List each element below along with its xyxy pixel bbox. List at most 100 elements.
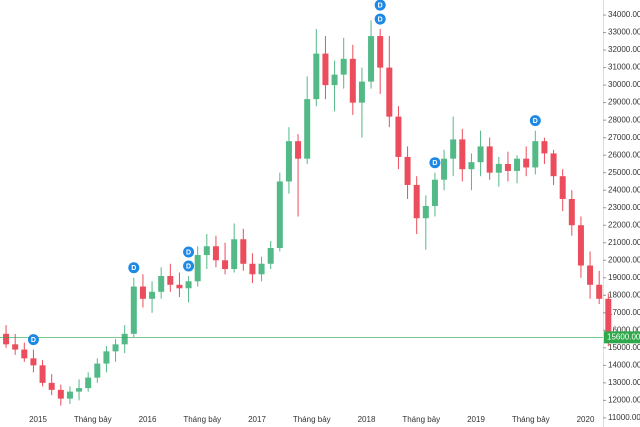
candle-body [149, 291, 156, 299]
candle-body [121, 333, 128, 345]
candle-body [559, 176, 566, 199]
dividend-marker [429, 157, 441, 169]
candle-body [313, 53, 320, 100]
x-tick-label: 2015 [29, 415, 47, 424]
candle-body [176, 284, 183, 289]
y-tick-label: 26000.00 [608, 150, 640, 159]
candle-body [12, 344, 19, 350]
candle-body [587, 265, 594, 285]
candle-body [295, 141, 302, 159]
dividend-label: D [186, 249, 191, 256]
candle-body [322, 53, 329, 86]
candle-body [568, 198, 575, 226]
candle-body [240, 239, 247, 264]
candle-body [523, 158, 530, 168]
candle-body [94, 363, 101, 378]
candle-body [577, 225, 584, 266]
candle-body [276, 181, 283, 249]
dividend-label: D [131, 265, 136, 272]
y-tick-label: 20000.00 [608, 255, 640, 264]
candle-body [486, 146, 493, 173]
candle-body [304, 99, 311, 159]
x-tick-label: Tháng bảy [74, 415, 112, 424]
x-tick-label: Tháng bảy [512, 415, 550, 424]
y-tick-label: 34000.00 [608, 10, 640, 19]
last-price-label: 15600.00 [607, 332, 640, 341]
y-tick-label: 19000.00 [608, 273, 640, 282]
dividend-label: D [31, 337, 36, 344]
candle-body [413, 184, 420, 219]
dividend-marker [27, 334, 39, 346]
candle-body [596, 284, 603, 299]
candle-body [550, 153, 557, 177]
candle-body [441, 158, 448, 180]
candle-body [477, 146, 484, 163]
y-tick-label: 27000.00 [608, 133, 640, 142]
candle-body [158, 276, 165, 292]
x-tick-label: 2017 [248, 415, 266, 424]
candle-body [258, 263, 265, 275]
y-tick-label: 33000.00 [608, 28, 640, 37]
candle-body [194, 255, 201, 282]
dividend-marker [183, 260, 195, 272]
candle-body [459, 139, 466, 170]
candle-body [431, 179, 438, 206]
dividend-marker [183, 246, 195, 258]
x-tick-label: 2018 [358, 415, 376, 424]
y-tick-label: 16000.00 [608, 325, 640, 334]
candle-body [231, 239, 238, 270]
candle-body [386, 67, 393, 117]
x-tick-label: 2016 [139, 415, 157, 424]
candle-body [167, 276, 174, 285]
y-tick-label: 11000.00 [608, 413, 640, 422]
candle-body [349, 58, 356, 103]
y-tick-label: 17000.00 [608, 308, 640, 317]
candle-body [267, 248, 274, 264]
candle-body [30, 358, 37, 366]
candle-body [57, 389, 64, 399]
candle-body [422, 205, 429, 219]
x-tick-label: 2019 [467, 415, 485, 424]
y-tick-label: 31000.00 [608, 63, 640, 72]
candle-body [185, 281, 192, 289]
candle-body [66, 391, 73, 399]
candle-body [39, 365, 46, 383]
dividend-label: D [432, 160, 437, 167]
candle-body [358, 81, 365, 103]
last-price-box [604, 331, 640, 344]
dividend-label: D [378, 16, 383, 23]
candle-body [285, 141, 292, 182]
candle-body [504, 163, 511, 171]
candle-body [404, 156, 411, 185]
candle-body [76, 388, 83, 392]
dividend-label: D [378, 2, 383, 9]
x-tick-label: 2020 [577, 415, 595, 424]
candle-body [395, 116, 402, 157]
candle-body [495, 163, 502, 173]
y-tick-label: 15000.00 [608, 343, 640, 352]
dividend-marker [128, 262, 140, 274]
y-tick-label: 32000.00 [608, 45, 640, 54]
candle-body [249, 263, 256, 275]
y-tick-label: 30000.00 [608, 80, 640, 89]
x-tick-label: Tháng bảy [402, 415, 440, 424]
candle-body [112, 344, 119, 352]
candle-body [514, 158, 521, 171]
candle-body [450, 139, 457, 159]
candle-body [605, 298, 612, 338]
y-tick-label: 23000.00 [608, 203, 640, 212]
y-tick-label: 18000.00 [608, 290, 640, 299]
candle-body [377, 36, 384, 68]
candle-body [468, 162, 475, 170]
x-tick-label: Tháng bảy [183, 415, 221, 424]
y-tick-label: 13000.00 [608, 378, 640, 387]
candle-body [340, 58, 347, 75]
candle-body [103, 351, 110, 364]
y-tick-label: 28000.00 [608, 115, 640, 124]
candle-body [48, 382, 55, 390]
y-tick-label: 24000.00 [608, 185, 640, 194]
candle-body [3, 333, 10, 345]
y-tick-label: 12000.00 [608, 395, 640, 404]
candle-body [368, 36, 375, 82]
